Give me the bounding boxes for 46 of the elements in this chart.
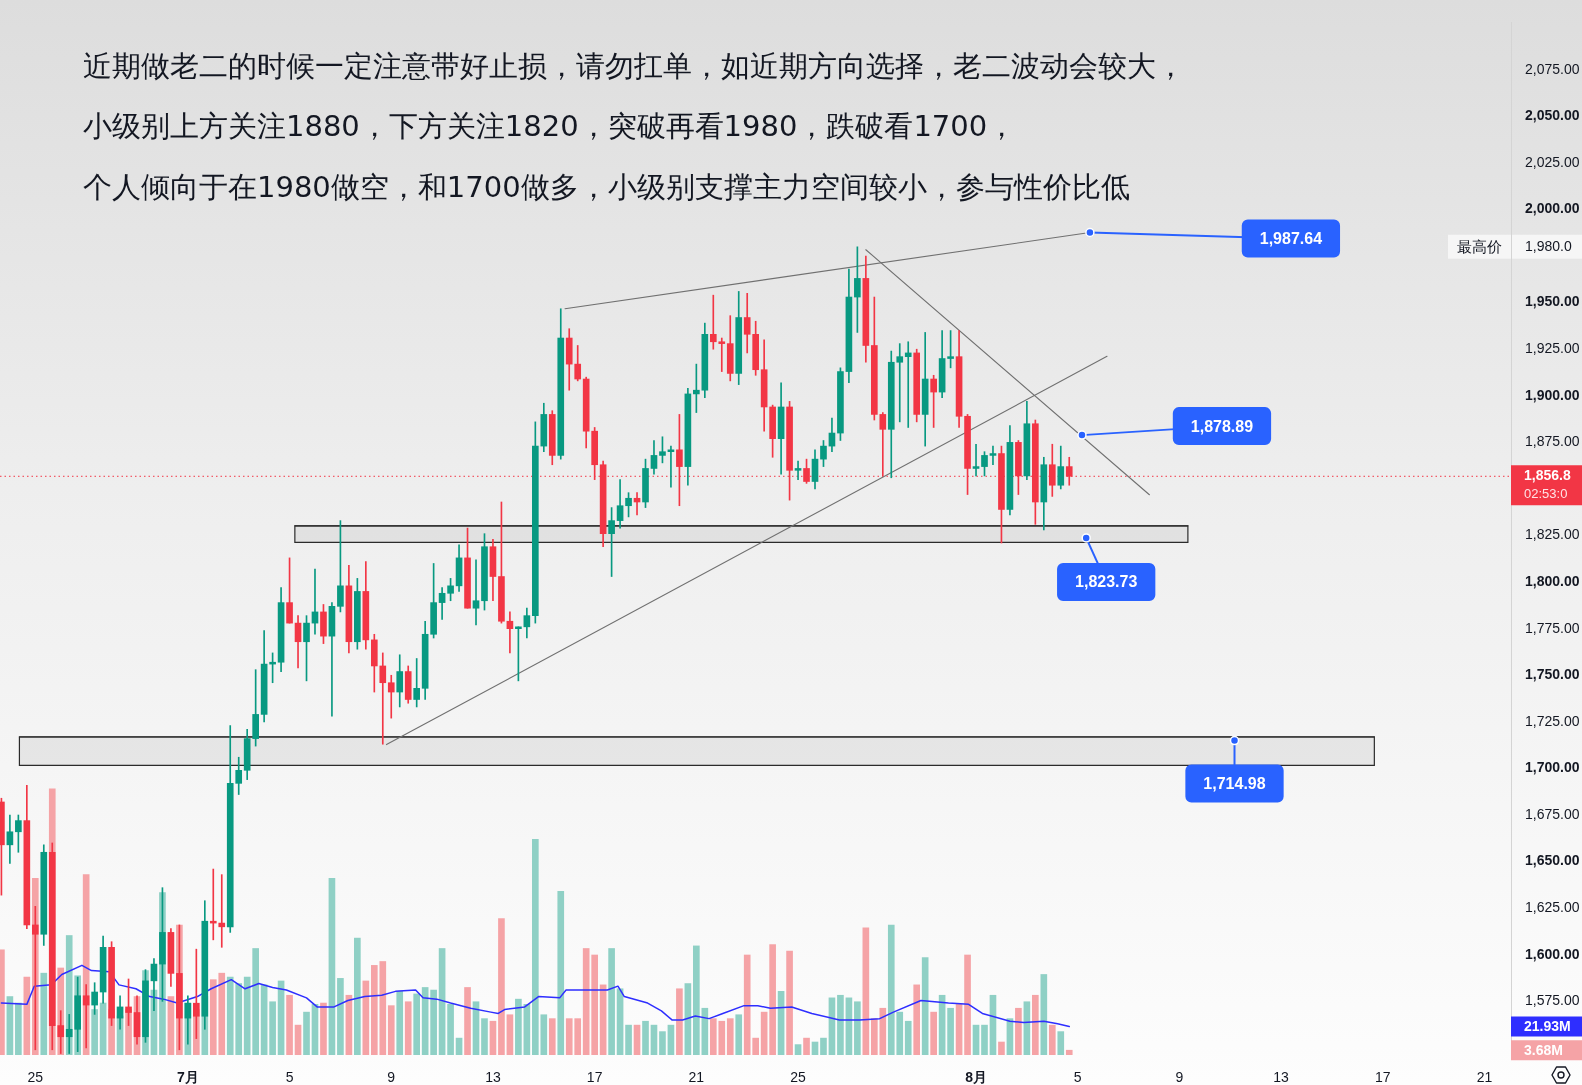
y-tick-label: 1,675.00 <box>1525 805 1580 822</box>
y-tick-label: 1,650.00 <box>1525 852 1580 869</box>
y-tick-label: 1,980.0 <box>1525 237 1572 254</box>
y2-tick-label: 3.68M <box>1524 1042 1563 1059</box>
annotation: 1,714.98 <box>1203 774 1266 792</box>
x-tick-label: 5 <box>1073 1069 1082 1085</box>
annotation: 1,878.89 <box>1190 417 1254 435</box>
x-tick-label: 17 <box>1375 1069 1391 1085</box>
text: 02:53:0 <box>1524 485 1568 501</box>
x-tick-label: 25 <box>27 1069 44 1085</box>
x-tick-label: 13 <box>1273 1069 1290 1085</box>
y-tick-label: 1,800.00 <box>1525 572 1580 589</box>
y-tick-label: 1,750.00 <box>1525 666 1580 683</box>
y2-tick-label: 21.93M <box>1524 1018 1571 1035</box>
x-tick-label: 9 <box>1175 1069 1184 1085</box>
y-tick-label: 2,025.00 <box>1525 153 1580 170</box>
y-tick-label: 1,575.00 <box>1525 992 1580 1009</box>
y-tick-label: 2,000.00 <box>1525 200 1580 217</box>
annotation: 小级别上方关注1880，下方关注1820，突破再看1980，跌破看1700， <box>83 109 1017 144</box>
ref-line-label: 1,856.8 <box>1524 467 1571 484</box>
x-tick-label: 17 <box>586 1069 603 1085</box>
x-tick-label: 13 <box>485 1069 501 1085</box>
x-tick-label: 9 <box>387 1069 396 1085</box>
y-tick-label: 1,950.00 <box>1525 293 1580 310</box>
x-tick-label: 7月 <box>176 1069 199 1085</box>
annotation: 1,823.73 <box>1075 573 1138 591</box>
y-tick-label: 2,075.00 <box>1525 60 1580 77</box>
y-tick-label: 1,625.00 <box>1525 899 1580 916</box>
y-tick-label: 2,050.00 <box>1525 107 1580 124</box>
annotation: 1,987.64 <box>1259 229 1323 247</box>
y-tick-label: 1,900.00 <box>1525 386 1580 403</box>
x-tick-label: 25 <box>790 1069 807 1085</box>
y-tick-label: 1,825.00 <box>1525 526 1580 543</box>
y-tick-label: 1,700.00 <box>1525 759 1580 776</box>
y-tick-label: 1,600.00 <box>1525 945 1580 962</box>
annotation: 最高价 <box>1457 237 1502 256</box>
x-tick-label: 5 <box>285 1069 294 1085</box>
annotation: 近期做老二的时候一定注意带好止损，请勿扛单，如近期方向选择，老二波动会较大， <box>83 48 1185 83</box>
y-tick-label: 1,775.00 <box>1525 619 1580 636</box>
annotation: 个人倾向于在1980做空，和1700做多，小级别支撑主力空间较小，参与性价比低 <box>83 169 1130 204</box>
x-tick-label: 8月 <box>965 1069 987 1085</box>
x-tick-label: 21 <box>688 1069 705 1085</box>
y-tick-label: 1,925.00 <box>1525 340 1580 357</box>
y-tick-label: 1,875.00 <box>1525 433 1580 450</box>
y-tick-label: 1,725.00 <box>1525 712 1580 729</box>
x-tick-label: 21 <box>1476 1069 1493 1085</box>
